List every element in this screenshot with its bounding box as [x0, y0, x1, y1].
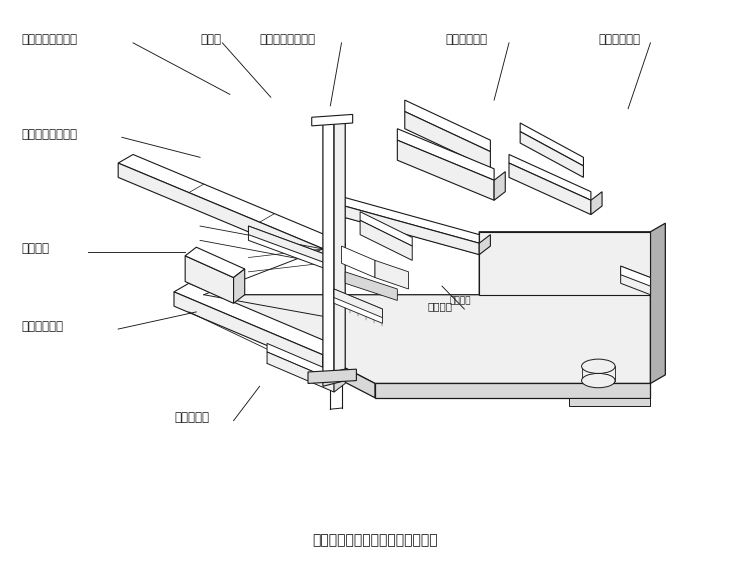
- Text: 低溫室、試樣排列及自動送樣裝置: 低溫室、試樣排列及自動送樣裝置: [312, 533, 438, 547]
- Polygon shape: [405, 112, 490, 169]
- Polygon shape: [330, 243, 345, 266]
- Polygon shape: [312, 114, 352, 126]
- Polygon shape: [405, 100, 490, 151]
- Polygon shape: [334, 372, 345, 392]
- Polygon shape: [204, 232, 650, 383]
- Polygon shape: [248, 226, 334, 272]
- Text: 試樣架: 試樣架: [200, 34, 221, 46]
- Polygon shape: [621, 266, 650, 295]
- Polygon shape: [308, 369, 356, 383]
- Polygon shape: [334, 117, 345, 372]
- Polygon shape: [509, 163, 591, 214]
- Polygon shape: [341, 246, 375, 277]
- Polygon shape: [360, 212, 413, 246]
- Polygon shape: [334, 289, 382, 318]
- Polygon shape: [520, 123, 584, 166]
- Polygon shape: [248, 226, 334, 266]
- Polygon shape: [267, 352, 334, 392]
- Polygon shape: [204, 295, 375, 398]
- Text: 送樣氣缸組件: 送樣氣缸組件: [22, 320, 64, 333]
- Text: 夾緊裝口: 夾緊裝口: [427, 301, 452, 311]
- Polygon shape: [118, 163, 330, 266]
- Ellipse shape: [581, 373, 615, 388]
- Polygon shape: [479, 232, 650, 295]
- Polygon shape: [375, 383, 650, 398]
- Polygon shape: [398, 140, 494, 200]
- Polygon shape: [323, 346, 338, 369]
- Text: 高低溫室: 高低溫室: [22, 242, 50, 255]
- Polygon shape: [185, 247, 244, 277]
- Polygon shape: [334, 289, 382, 323]
- Polygon shape: [233, 269, 244, 303]
- Text: 夾緊裝口: 夾緊裝口: [449, 296, 471, 305]
- Polygon shape: [334, 203, 479, 255]
- Text: 液氮控制閥: 液氮控制閥: [174, 412, 209, 424]
- Ellipse shape: [581, 359, 615, 373]
- Polygon shape: [174, 283, 338, 355]
- Polygon shape: [591, 192, 602, 214]
- Polygon shape: [398, 129, 494, 180]
- Polygon shape: [494, 172, 506, 200]
- Text: 拆去上蓋試樣排列: 拆去上蓋試樣排列: [260, 34, 316, 46]
- Polygon shape: [650, 223, 665, 383]
- Polygon shape: [185, 256, 233, 303]
- Text: 定位氣缸組件: 定位氣缸組件: [598, 34, 640, 46]
- Polygon shape: [375, 260, 409, 289]
- Text: 橫向裝樣氣缸組件: 橫向裝樣氣缸組件: [22, 34, 77, 46]
- Polygon shape: [360, 220, 413, 260]
- Polygon shape: [118, 154, 345, 252]
- Polygon shape: [520, 132, 584, 177]
- Polygon shape: [334, 195, 479, 243]
- Polygon shape: [568, 398, 650, 406]
- Polygon shape: [509, 154, 591, 200]
- Polygon shape: [174, 292, 323, 369]
- Polygon shape: [267, 343, 334, 380]
- Polygon shape: [479, 235, 490, 255]
- Polygon shape: [323, 120, 334, 375]
- Polygon shape: [621, 266, 650, 286]
- Text: 縱向裝樣氣缸組件: 縱向裝樣氣缸組件: [22, 128, 77, 141]
- Polygon shape: [345, 272, 398, 301]
- Polygon shape: [323, 369, 345, 386]
- Text: 頂緊氣缸組件: 頂緊氣缸組件: [446, 34, 488, 46]
